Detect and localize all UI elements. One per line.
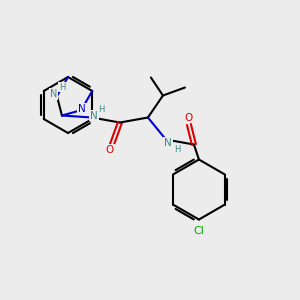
Text: H: H [59, 82, 65, 91]
Text: H: H [174, 145, 180, 154]
Text: O: O [106, 145, 114, 154]
Text: Cl: Cl [194, 226, 204, 236]
Text: O: O [185, 112, 193, 122]
Text: N: N [50, 89, 58, 99]
Text: N: N [164, 137, 172, 148]
Text: N: N [78, 104, 86, 114]
Text: N: N [90, 110, 98, 121]
Text: H: H [98, 105, 104, 114]
